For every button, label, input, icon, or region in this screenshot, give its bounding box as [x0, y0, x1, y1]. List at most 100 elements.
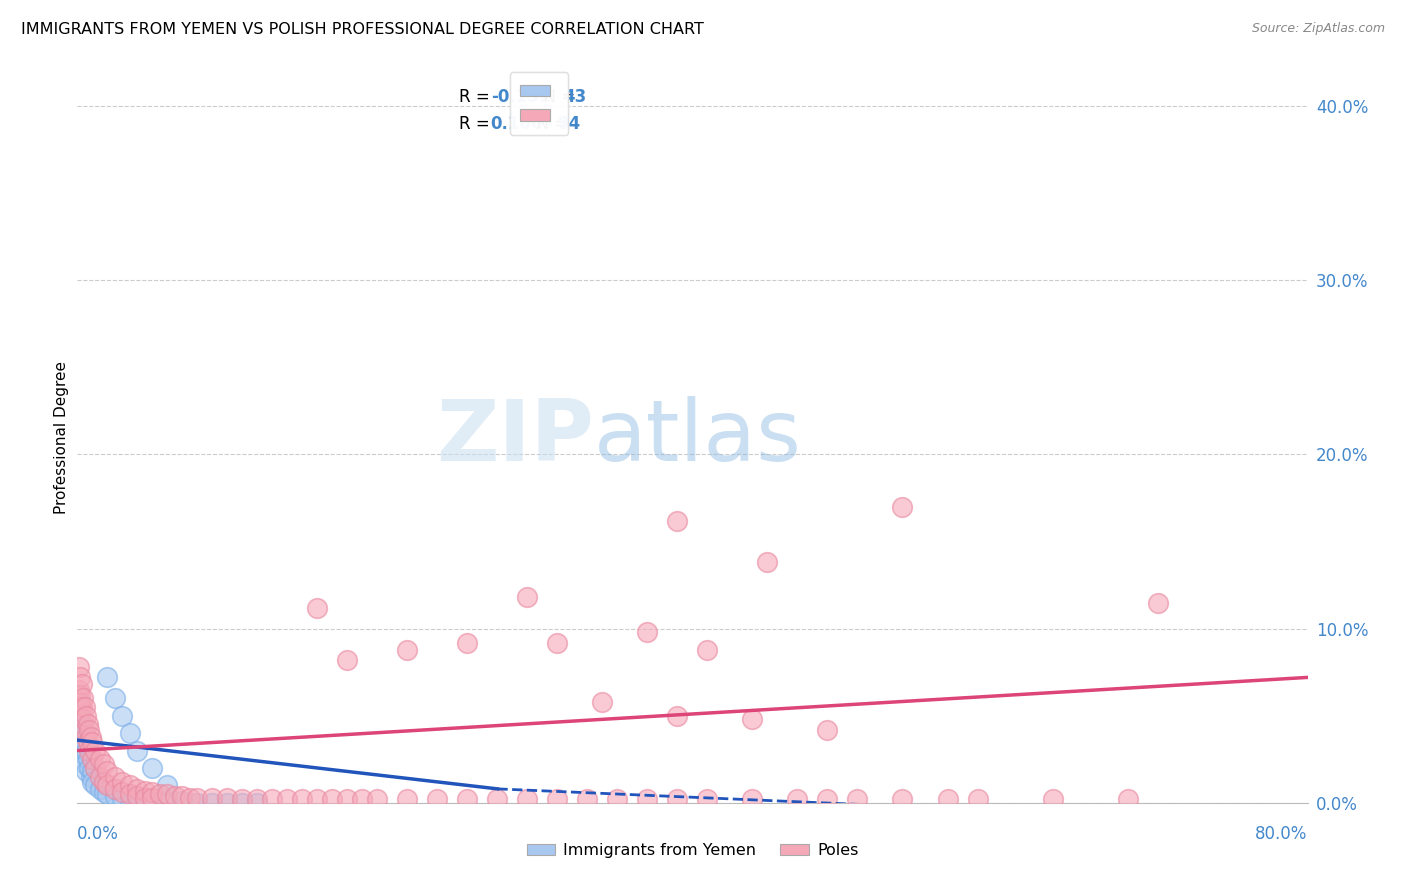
Point [231, 796, 253, 810]
Point [516, 591, 538, 605]
Point [80, 730, 103, 744]
Point [69, 700, 91, 714]
Point [75, 743, 97, 757]
Point [70, 677, 93, 691]
Point [111, 785, 134, 799]
Point [246, 792, 269, 806]
Point [104, 770, 127, 784]
Point [141, 790, 163, 805]
Point [127, 789, 149, 803]
Point [69, 705, 91, 719]
Point [89, 781, 111, 796]
Point [352, 792, 374, 806]
Point [111, 708, 134, 723]
Point [156, 778, 179, 792]
Point [72, 712, 94, 726]
Point [76, 752, 98, 766]
Point [67, 660, 90, 674]
Point [73, 735, 96, 749]
Point [67, 695, 90, 709]
Point [118, 726, 141, 740]
Point [104, 781, 127, 796]
Point [201, 796, 224, 810]
Point [636, 625, 658, 640]
Point [817, 723, 839, 737]
Point [75, 764, 97, 779]
Text: 0.106: 0.106 [491, 115, 543, 133]
Point [118, 778, 141, 792]
Text: atlas: atlas [595, 395, 801, 479]
Point [846, 792, 869, 806]
Point [73, 723, 96, 737]
Point [96, 787, 118, 801]
Point [156, 794, 179, 808]
Point [127, 792, 149, 806]
Point [111, 775, 134, 789]
Legend: Immigrants from Yemen, Poles: Immigrants from Yemen, Poles [520, 837, 865, 864]
Text: 0.0%: 0.0% [77, 825, 120, 843]
Point [134, 783, 156, 797]
Point [201, 790, 224, 805]
Point [93, 775, 115, 789]
Point [172, 794, 194, 808]
Point [67, 723, 90, 737]
Point [262, 792, 284, 806]
Point [546, 792, 568, 806]
Point [93, 757, 115, 772]
Point [75, 708, 97, 723]
Point [96, 778, 118, 792]
Text: Source: ZipAtlas.com: Source: ZipAtlas.com [1251, 22, 1385, 36]
Point [741, 712, 763, 726]
Point [576, 792, 599, 806]
Text: -0.151: -0.151 [491, 88, 550, 106]
Y-axis label: Professional Degree: Professional Degree [53, 360, 69, 514]
Text: R =: R = [458, 88, 495, 106]
Point [118, 792, 141, 806]
Point [217, 796, 239, 810]
Point [741, 792, 763, 806]
Point [246, 796, 269, 810]
Point [141, 794, 163, 808]
Point [1042, 792, 1064, 806]
Point [149, 787, 172, 801]
Point [70, 717, 93, 731]
Point [396, 792, 419, 806]
Point [82, 764, 104, 779]
Point [89, 770, 111, 784]
Point [231, 792, 253, 806]
Point [179, 790, 201, 805]
Point [79, 743, 101, 757]
Point [93, 785, 115, 799]
Point [141, 761, 163, 775]
Point [73, 757, 96, 772]
Point [891, 500, 914, 514]
Point [786, 792, 808, 806]
Point [72, 691, 94, 706]
Text: ZIP: ZIP [436, 395, 595, 479]
Point [118, 787, 141, 801]
Point [67, 700, 90, 714]
Point [69, 695, 91, 709]
Point [172, 789, 194, 803]
Point [89, 752, 111, 766]
Point [75, 730, 97, 744]
Point [1146, 595, 1168, 609]
Point [67, 682, 90, 697]
Point [456, 792, 478, 806]
Text: 80.0%: 80.0% [1256, 825, 1308, 843]
Point [82, 752, 104, 766]
Point [156, 787, 179, 801]
Point [321, 792, 343, 806]
Point [111, 790, 134, 805]
Point [966, 792, 988, 806]
Point [307, 600, 329, 615]
Point [696, 642, 718, 657]
Text: N =: N = [533, 88, 579, 106]
Point [217, 790, 239, 805]
Point [76, 735, 98, 749]
Point [67, 712, 90, 726]
Point [486, 792, 509, 806]
Point [817, 792, 839, 806]
Point [1116, 792, 1139, 806]
Text: IMMIGRANTS FROM YEMEN VS POLISH PROFESSIONAL DEGREE CORRELATION CHART: IMMIGRANTS FROM YEMEN VS POLISH PROFESSI… [21, 22, 704, 37]
